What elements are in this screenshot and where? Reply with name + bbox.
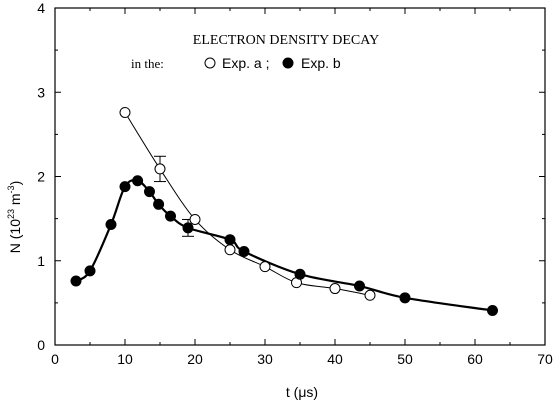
y-tick-label: 2 bbox=[37, 169, 45, 185]
data-point-exp-b bbox=[144, 186, 155, 198]
data-point-exp-b bbox=[70, 275, 82, 287]
data-point-exp-a bbox=[329, 283, 341, 295]
plot-area bbox=[54, 7, 546, 346]
data-point-exp-a bbox=[119, 106, 131, 118]
data-point-exp-b bbox=[119, 181, 131, 193]
series-lines bbox=[75, 112, 493, 312]
legend-prefix: in the: bbox=[131, 56, 164, 71]
data-point-exp-a bbox=[259, 261, 271, 273]
legend-label-exp-a: Exp. a ; bbox=[222, 55, 269, 71]
x-axis-label: t (μs) bbox=[286, 384, 318, 400]
data-point-exp-b bbox=[294, 268, 306, 280]
x-tick-label: 0 bbox=[51, 351, 59, 367]
data-point-exp-b bbox=[182, 222, 194, 234]
data-points bbox=[70, 106, 498, 316]
legend: in the: Exp. a ; Exp. b bbox=[131, 55, 341, 71]
x-tick-label: 70 bbox=[537, 351, 553, 367]
x-tick-label: 10 bbox=[117, 351, 133, 367]
x-tick-label: 30 bbox=[257, 351, 273, 367]
y-tick-label: 3 bbox=[37, 84, 45, 100]
plot-frame bbox=[54, 7, 546, 346]
y-tick-label: 0 bbox=[37, 337, 45, 353]
data-point-exp-b bbox=[132, 175, 144, 187]
legend-label-exp-b: Exp. b bbox=[301, 55, 341, 71]
y-axis-label: N (1023 m-3) bbox=[6, 181, 23, 254]
x-tick-label: 50 bbox=[397, 351, 413, 367]
data-point-exp-a bbox=[154, 163, 166, 175]
data-point-exp-a bbox=[189, 213, 201, 225]
axis-ticks: 0 10 20 30 40 50 60 70 0 1 2 3 4 bbox=[37, 0, 553, 367]
chart-title: ELECTRON DENSITY DECAY bbox=[193, 33, 379, 48]
data-point-exp-b bbox=[165, 210, 176, 222]
data-point-exp-b bbox=[354, 280, 365, 292]
data-point-exp-a bbox=[224, 244, 236, 256]
data-point-exp-b bbox=[105, 219, 117, 231]
data-point-exp-a bbox=[364, 289, 376, 301]
x-tick-label: 60 bbox=[467, 351, 483, 367]
data-point-exp-b bbox=[84, 265, 96, 277]
data-point-exp-b bbox=[238, 245, 250, 257]
x-tick-label: 20 bbox=[187, 351, 203, 367]
y-tick-label: 1 bbox=[37, 253, 45, 269]
data-point-exp-b bbox=[399, 292, 411, 304]
legend-marker-exp-a bbox=[204, 57, 216, 69]
data-point-exp-b bbox=[224, 234, 236, 246]
legend-marker-exp-b bbox=[282, 57, 294, 69]
y-tick-label: 4 bbox=[37, 0, 45, 16]
series-line-exp-b bbox=[75, 179, 493, 312]
data-point-exp-b bbox=[487, 304, 498, 316]
x-tick-label: 40 bbox=[327, 351, 343, 367]
data-point-exp-b bbox=[153, 198, 165, 210]
